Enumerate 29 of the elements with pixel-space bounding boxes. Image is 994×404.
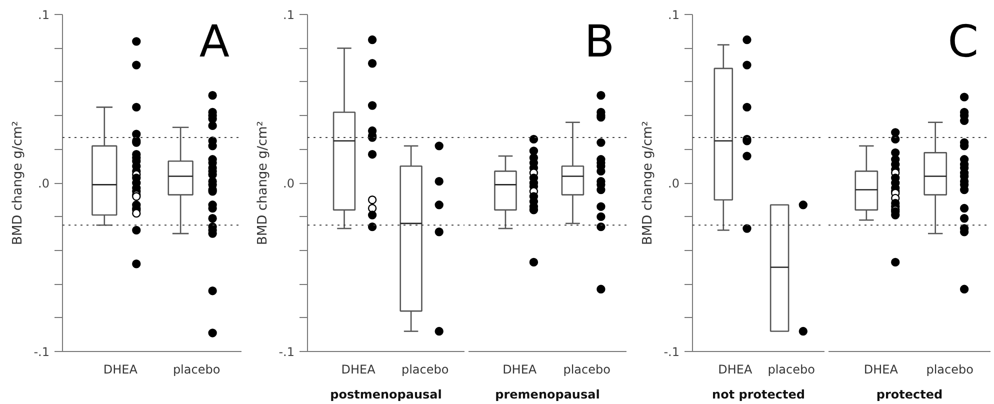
y-tick-label: .1 — [668, 8, 680, 22]
x-tick-label: placebo — [563, 362, 610, 376]
x-axis-title: premenopausal — [495, 388, 600, 402]
y-tick-label: -.1 — [34, 345, 50, 359]
x-tick-label: placebo — [926, 362, 974, 376]
x-tick-label: placebo — [768, 362, 815, 376]
y-tick-label: .0 — [668, 176, 680, 190]
y-axis-title: BMD change g/cm² — [640, 121, 656, 245]
y-tick-label: -.1 — [664, 345, 680, 359]
x-tick-label: placebo — [401, 362, 449, 376]
x-tick-label: DHEA — [341, 362, 376, 376]
chart-title: B — [584, 16, 614, 68]
y-axis-title: BMD change g/cm² — [10, 121, 26, 245]
x-tick-label: placebo — [172, 362, 220, 376]
x-tick-label: DHEA — [103, 362, 138, 376]
y-tick-label: .0 — [283, 176, 295, 190]
x-tick-label: DHEA — [864, 362, 899, 376]
x-tick-label: DHEA — [502, 362, 538, 376]
x-axis-title: postmenopausal — [330, 388, 442, 402]
y-tick-label: .0 — [38, 176, 50, 190]
x-tick-label: DHEA — [718, 362, 754, 376]
chart-title: C — [948, 16, 979, 68]
y-tick-label: .1 — [283, 8, 295, 22]
x-axis-title: not protected — [712, 388, 805, 402]
x-axis-title: protected — [876, 388, 943, 402]
chart-title: A — [199, 16, 230, 68]
y-axis-title: BMD change g/cm² — [256, 121, 271, 245]
y-tick-label: -.1 — [278, 345, 294, 359]
y-tick-label: .1 — [38, 8, 50, 22]
